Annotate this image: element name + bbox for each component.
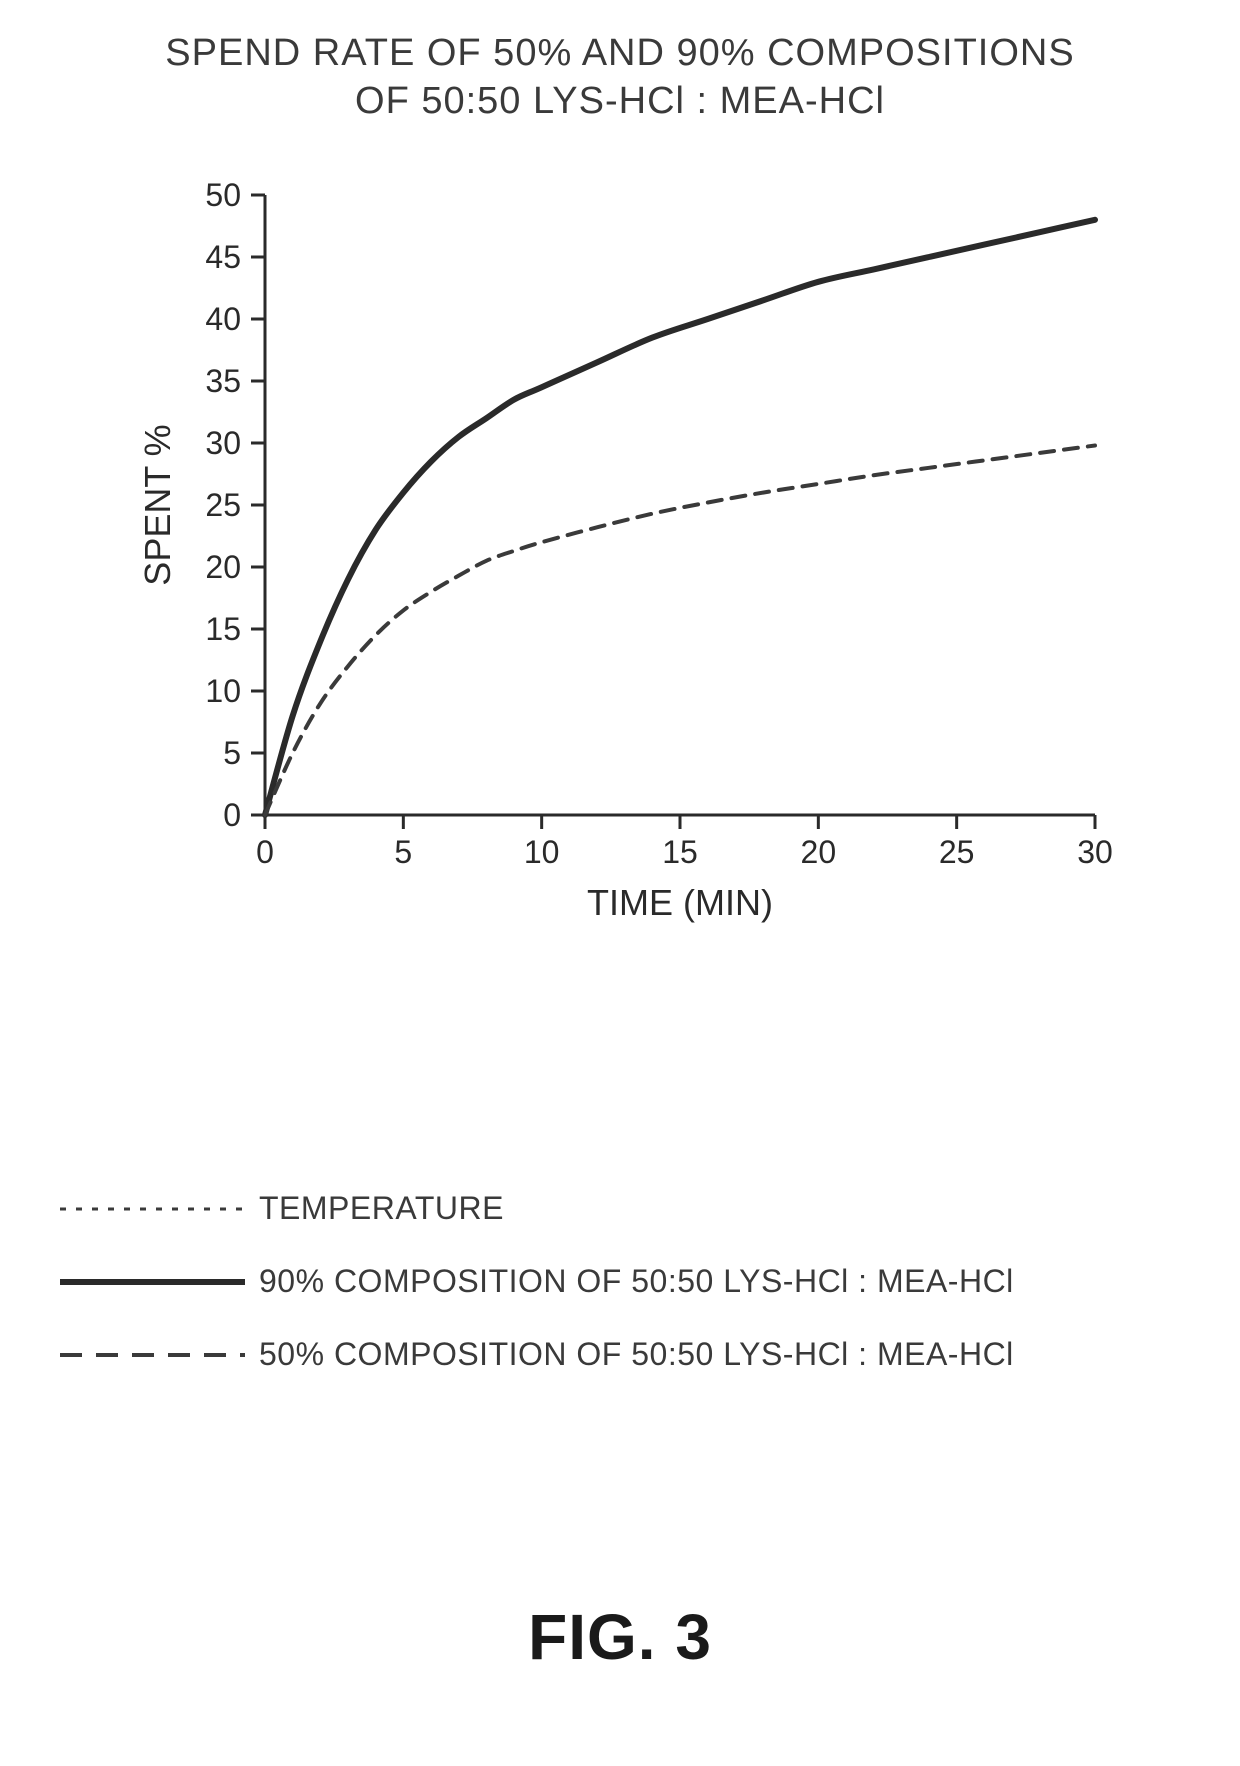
svg-text:35: 35 (205, 363, 241, 399)
legend-item: 50% COMPOSITION OF 50:50 LYS-HCl : MEA-H… (60, 1336, 1160, 1373)
svg-text:5: 5 (223, 735, 241, 771)
legend: TEMPERATURE 90% COMPOSITION OF 50:50 LYS-… (60, 1190, 1160, 1409)
svg-text:25: 25 (205, 487, 241, 523)
svg-text:40: 40 (205, 301, 241, 337)
legend-label: 50% COMPOSITION OF 50:50 LYS-HCl : MEA-H… (259, 1336, 1014, 1373)
svg-text:20: 20 (205, 549, 241, 585)
svg-text:50: 50 (205, 177, 241, 213)
series-90pct (265, 220, 1095, 815)
svg-text:TIME (MIN): TIME (MIN) (587, 882, 773, 923)
legend-label: TEMPERATURE (259, 1190, 504, 1227)
legend-swatch (60, 1272, 245, 1292)
spend-rate-chart: 0 5 10 15 20 25 30 35 40 45 50 0 5 10 15 20 25 30 SPENT % T… (135, 175, 1135, 935)
svg-text:25: 25 (939, 834, 975, 870)
chart-title: SPEND RATE OF 50% AND 90% COMPOSITIONS O… (70, 30, 1170, 125)
legend-item: 90% COMPOSITION OF 50:50 LYS-HCl : MEA-H… (60, 1263, 1160, 1300)
legend-item: TEMPERATURE (60, 1190, 1160, 1227)
chart-title-line2: OF 50:50 LYS-HCl : MEA-HCl (355, 80, 885, 122)
svg-text:45: 45 (205, 239, 241, 275)
legend-swatch (60, 1345, 245, 1365)
chart-container: 0 5 10 15 20 25 30 35 40 45 50 0 5 10 15 20 25 30 SPENT % T… (135, 175, 1135, 935)
legend-label: 90% COMPOSITION OF 50:50 LYS-HCl : MEA-H… (259, 1263, 1014, 1300)
figure-label: FIG. 3 (528, 1600, 712, 1674)
svg-text:30: 30 (1077, 834, 1113, 870)
svg-text:10: 10 (524, 834, 560, 870)
svg-text:SPENT %: SPENT % (137, 424, 178, 585)
svg-text:15: 15 (205, 611, 241, 647)
svg-text:15: 15 (662, 834, 698, 870)
svg-text:10: 10 (205, 673, 241, 709)
svg-text:30: 30 (205, 425, 241, 461)
legend-swatch (60, 1199, 245, 1219)
chart-title-line1: SPEND RATE OF 50% AND 90% COMPOSITIONS (165, 32, 1074, 74)
series-50pct (265, 445, 1095, 815)
svg-text:20: 20 (801, 834, 837, 870)
svg-text:5: 5 (394, 834, 412, 870)
svg-text:0: 0 (223, 797, 241, 833)
svg-text:0: 0 (256, 834, 274, 870)
